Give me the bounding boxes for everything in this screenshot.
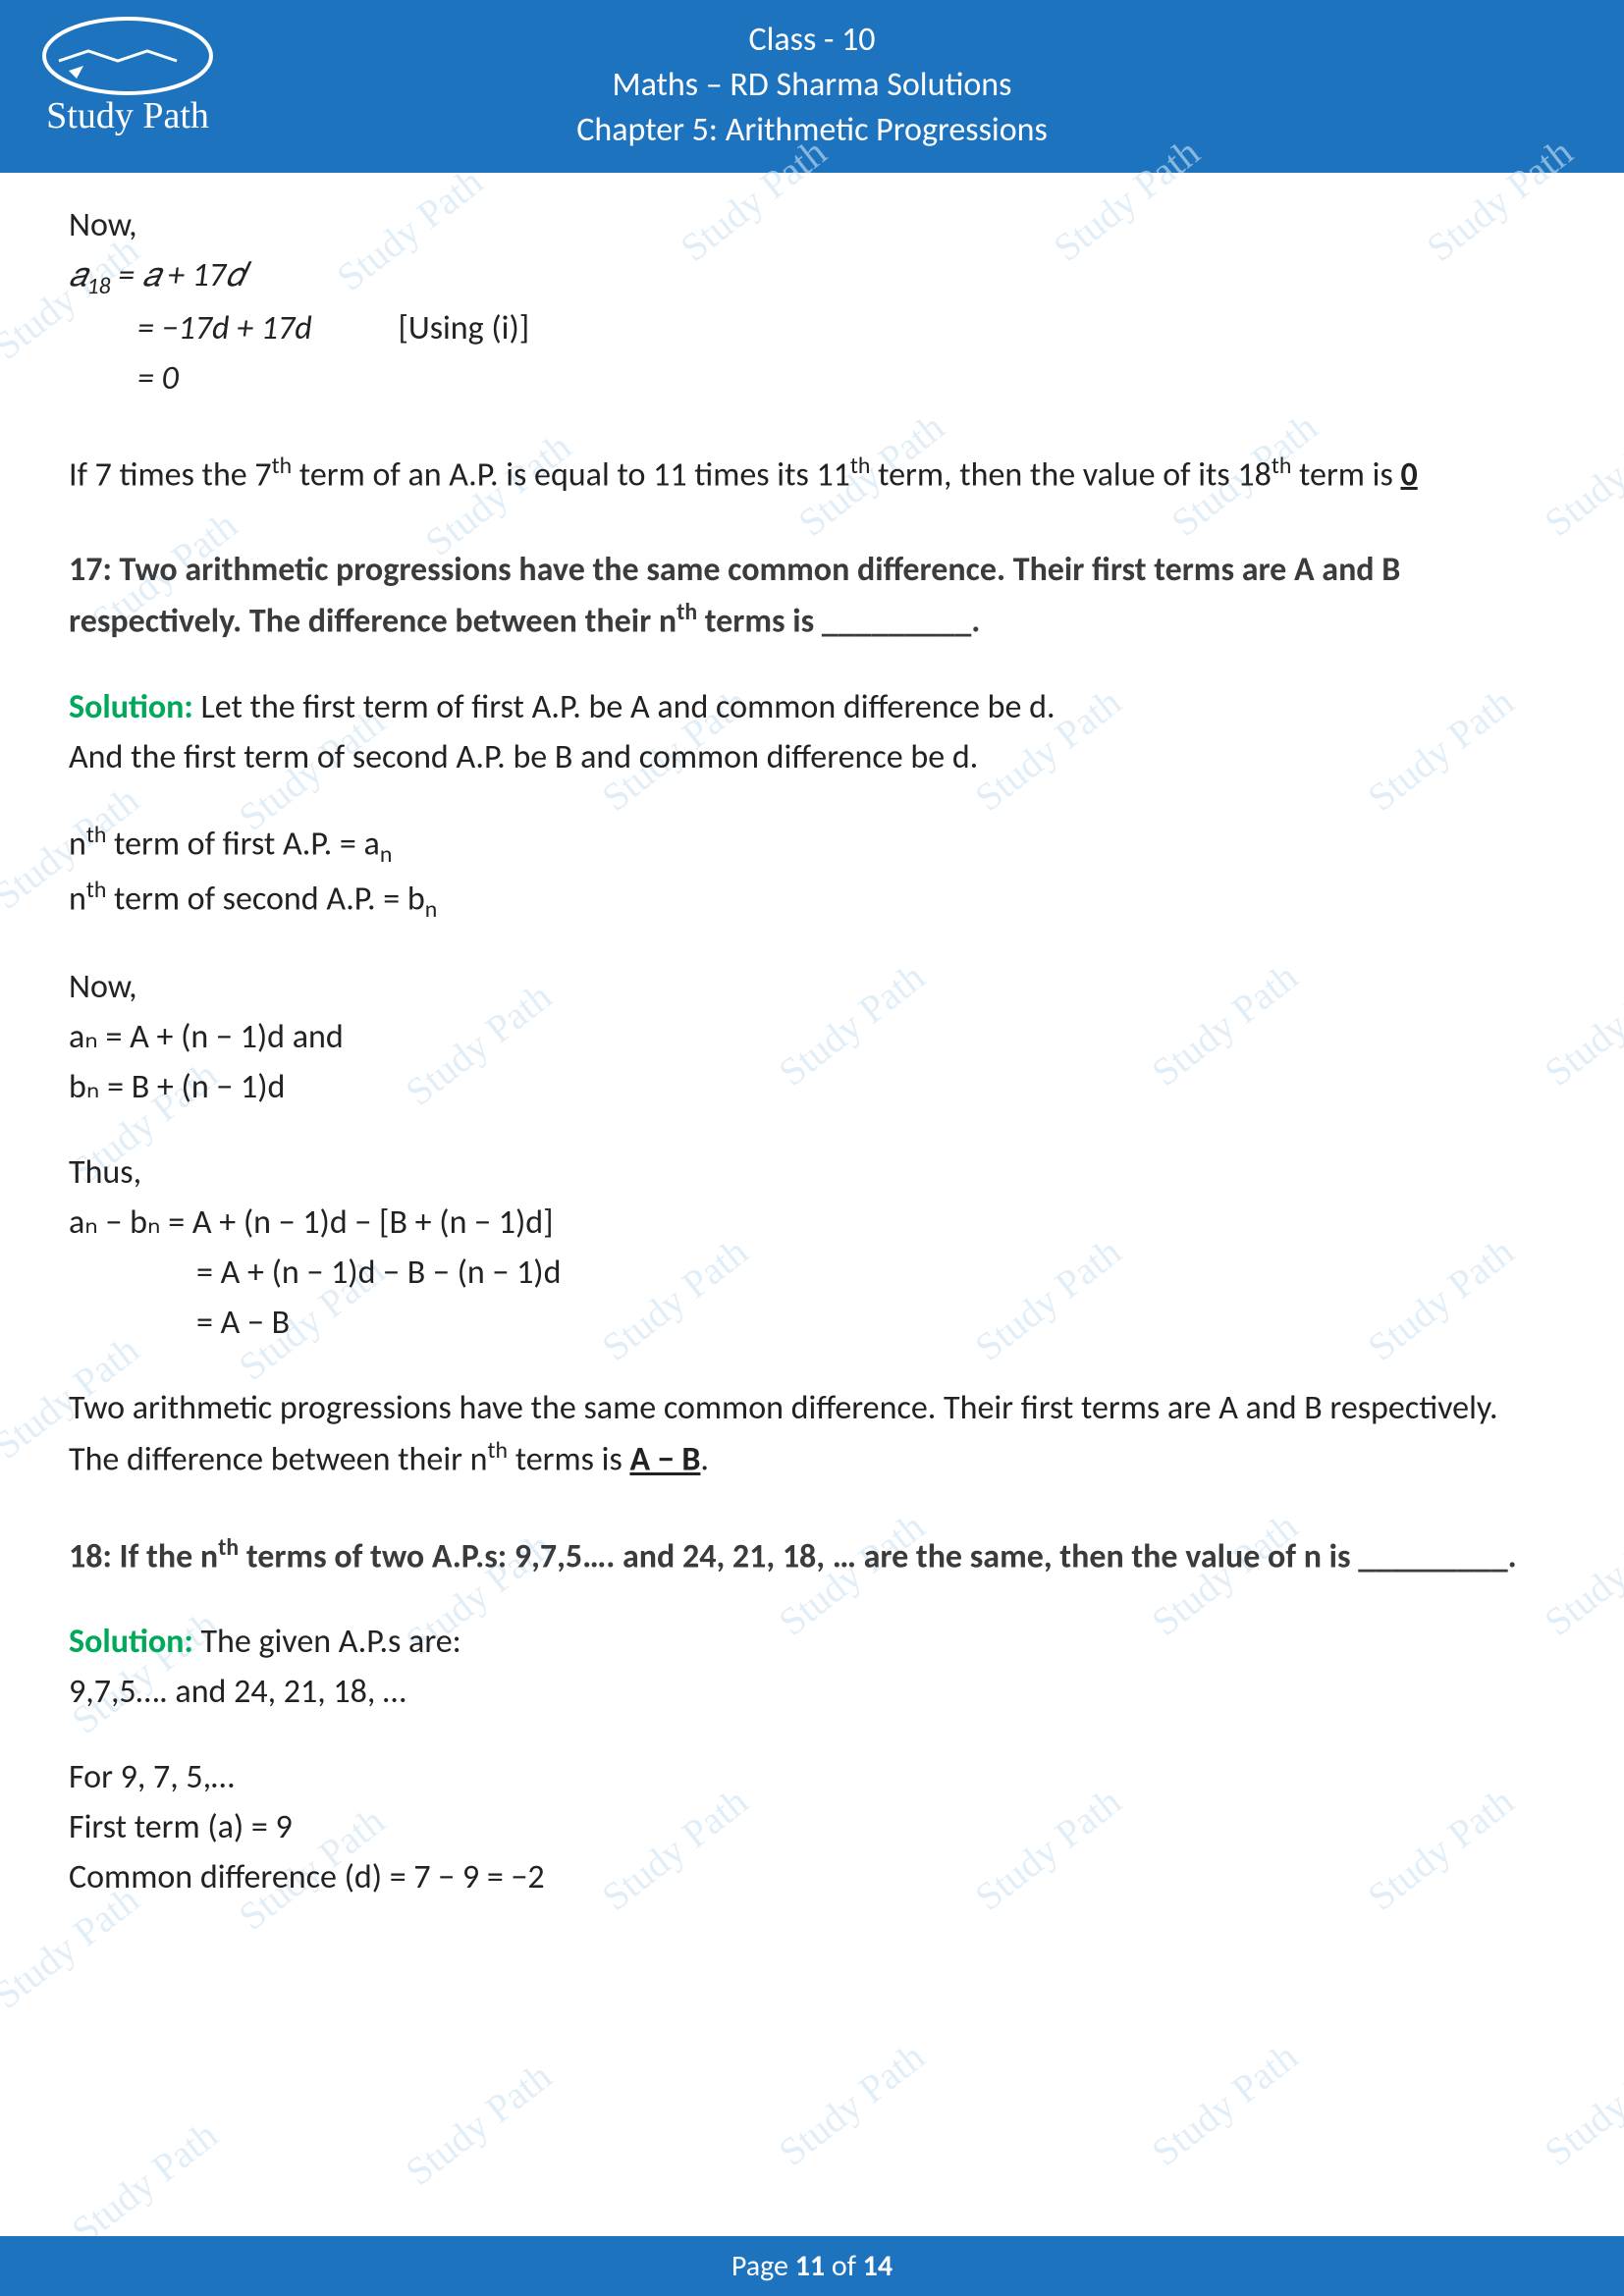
sub: n <box>380 840 393 869</box>
eq-diff-3: = A − B <box>69 1298 1555 1348</box>
page-content: Now, 𝑎18 = 𝑎 + 17𝑑 = −17d + 17d [Using (… <box>0 173 1624 1902</box>
page-footer: Page 11 of 14 <box>0 2236 1624 2296</box>
answer: A − B <box>629 1440 700 1480</box>
eq-an: aₙ = A + (n − 1)d and <box>69 1012 1555 1062</box>
text-thus: Thus, <box>69 1148 1555 1198</box>
solution-17-line1: Solution: Let the first term of first A.… <box>69 682 1555 732</box>
eq-a18-3: = 0 <box>69 353 1555 403</box>
eq-a18-1: 𝑎18 = 𝑎 + 17𝑑 <box>69 250 1555 303</box>
header-chapter: Chapter 5: Arithmetic Progressions <box>0 108 1624 153</box>
text: Two arithmetic progressions have the sam… <box>69 1388 1498 1479</box>
eq-diff-1: aₙ − bₙ = A + (n − 1)d − [B + (n − 1)d] <box>69 1198 1555 1248</box>
text: . <box>700 1440 709 1480</box>
eq-text: = −17d + 17d <box>69 308 312 348</box>
nth-first-ap: nth term of first A.P. = an <box>69 818 1555 873</box>
question-17: 17: Two arithmetic progressions have the… <box>69 545 1555 646</box>
eq-text: = A + (n − 1)d − B − (n − 1)d <box>69 1253 561 1293</box>
eq-diff-2: = A + (n − 1)d − B − (n − 1)d <box>69 1248 1555 1298</box>
text: Let the first term of first A.P. be A an… <box>193 687 1056 727</box>
eq-text: 𝑎18 = 𝑎 + 17𝑑 <box>69 255 245 295</box>
sup: th <box>86 821 106 849</box>
sub: n <box>425 895 438 924</box>
sup: th <box>86 876 106 904</box>
text-now-2: Now, <box>69 962 1555 1012</box>
page-header: Study Path Class - 10 Maths – RD Sharma … <box>0 0 1624 173</box>
question-18: 18: If the nth terms of two A.P.s: 9,7,5… <box>69 1530 1555 1581</box>
solution-17-line2: And the first term of second A.P. be B a… <box>69 732 1555 782</box>
eq-text: = A − B <box>69 1303 290 1343</box>
text: terms is <box>508 1440 629 1480</box>
conclusion-q17: Two arithmetic progressions have the sam… <box>69 1383 1555 1484</box>
sup: th <box>488 1436 508 1465</box>
footer-pre: Page <box>731 2248 795 2284</box>
text: term of second A.P. = b <box>106 879 424 919</box>
text: 18: If the n <box>69 1536 218 1576</box>
sol18-first-term: First term (a) = 9 <box>69 1802 1555 1852</box>
footer-mid: of <box>825 2248 863 2284</box>
solution-label: Solution: <box>69 687 193 727</box>
sol18-common-diff: Common difference (d) = 7 − 9 = −2 <box>69 1852 1555 1902</box>
sup: th <box>677 598 697 626</box>
solution-label: Solution: <box>69 1622 193 1662</box>
sup: th <box>850 452 870 480</box>
logo-text: Study Path <box>46 95 209 136</box>
answer: 0 <box>1400 454 1417 495</box>
solution-18-line2: 9,7,5…. and 24, 21, 18, … <box>69 1667 1555 1717</box>
footer-page: 11 <box>795 2248 825 2284</box>
text: terms is _________. <box>697 602 980 642</box>
nth-second-ap: nth term of second A.P. = bn <box>69 873 1555 928</box>
sup: th <box>1272 452 1291 480</box>
text: term of an A.P. is equal to 11 times its… <box>292 454 850 495</box>
text: n <box>69 824 86 864</box>
header-subject: Maths – RD Sharma Solutions <box>0 63 1624 108</box>
eq-note: [Using (i)] <box>398 308 529 348</box>
text: The given A.P.s are: <box>193 1622 461 1662</box>
footer-total: 14 <box>863 2248 893 2284</box>
sup: th <box>272 452 292 480</box>
text: n <box>69 879 86 919</box>
eq-text: = 0 <box>69 358 179 399</box>
header-class: Class - 10 <box>0 18 1624 63</box>
conclusion-q16: If 7 times the 7th term of an A.P. is eq… <box>69 449 1555 500</box>
study-path-logo-icon: Study Path <box>29 12 226 139</box>
sup: th <box>218 1533 239 1562</box>
sol18-for: For 9, 7, 5,… <box>69 1752 1555 1802</box>
text: terms of two A.P.s: 9,7,5…. and 24, 21, … <box>239 1536 1517 1576</box>
eq-a18-2: = −17d + 17d [Using (i)] <box>69 303 1555 353</box>
text: If 7 times the 7 <box>69 454 272 495</box>
text: term is <box>1291 454 1400 495</box>
solution-18-line1: Solution: The given A.P.s are: <box>69 1617 1555 1667</box>
text: term, then the value of its 18 <box>870 454 1271 495</box>
text-now: Now, <box>69 200 1555 250</box>
eq-bn: bₙ = B + (n − 1)d <box>69 1062 1555 1112</box>
text: term of first A.P. = a <box>106 824 379 864</box>
